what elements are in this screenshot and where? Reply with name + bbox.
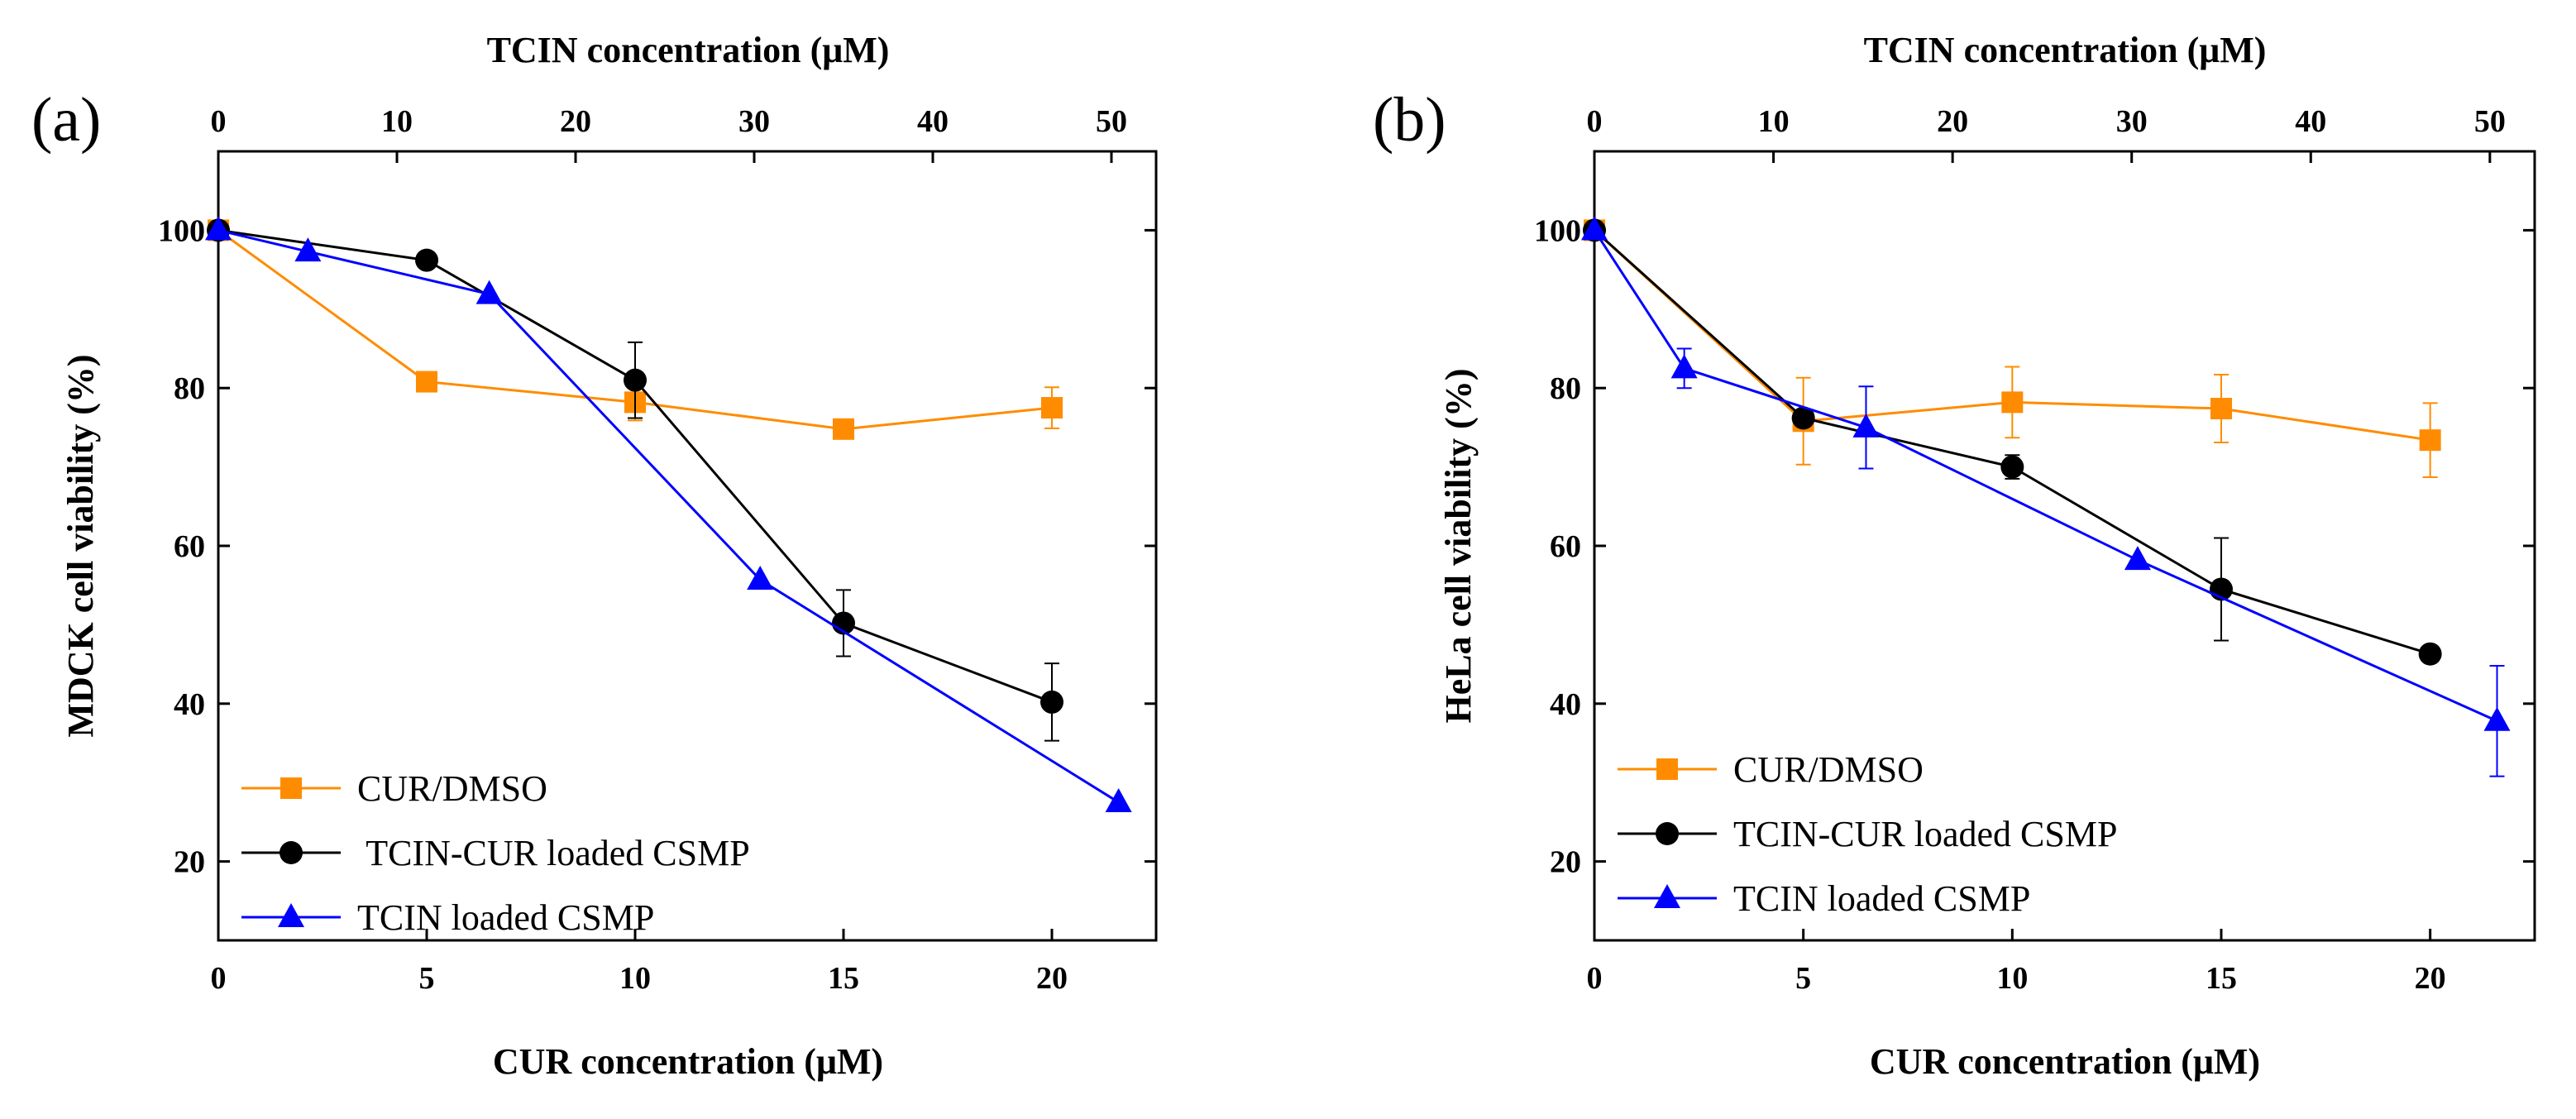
data-point [476, 280, 503, 304]
plot-area-a: 0 5 10 15 20 0 10 20 30 40 50 20 40 60 80 100 CUR/DMSO T… [158, 104, 1158, 996]
legend-item: TCIN loaded CSMP [241, 897, 654, 938]
x2-tick-label: 30 [738, 104, 770, 139]
x-tick-label: 15 [828, 961, 859, 996]
y-tick-label: 100 [158, 213, 205, 248]
legend-label: TCIN-CUR loaded CSMP [357, 833, 750, 873]
legend-item: CUR/DMSO [241, 768, 547, 809]
data-point [624, 368, 647, 392]
x-tick-label: 10 [1996, 961, 2028, 996]
panel-a: (a) TCIN concentration (μM) CUR concentr… [31, 30, 1158, 1082]
x2-tick-label: 0 [211, 104, 227, 139]
data-point [747, 566, 774, 591]
plot-area-b: 0 5 10 15 20 0 10 20 30 40 50 20 40 60 80 100 CUR/DMSO TC… [1534, 104, 2536, 996]
x-tick-label: 0 [211, 961, 227, 996]
y-axis-title-b: HeLa cell viability (%) [1438, 369, 1479, 724]
x-tick-label: 0 [1587, 961, 1603, 996]
legend-item: TCIN loaded CSMP [1618, 878, 2030, 919]
y-axis-title-a: MDCK cell viability (%) [60, 354, 101, 737]
legend-marker [280, 777, 302, 799]
panel-b: (b) TCIN concentration (μM) CUR concentr… [1373, 30, 2536, 1082]
data-point [2210, 398, 2232, 420]
series-triangle [1581, 216, 2511, 777]
y-tick-label: 100 [1534, 213, 1581, 248]
top-axis-title-b: TCIN concentration (μM) [1864, 30, 2267, 70]
x-tick-label: 10 [619, 961, 651, 996]
legend: CUR/DMSO TCIN-CUR loaded CSMP TCIN loaded… [241, 768, 750, 938]
series-line [1593, 229, 2431, 656]
series-circle [1583, 218, 2442, 666]
legend-marker [280, 841, 303, 864]
panel-label-b: (b) [1373, 85, 1446, 155]
y-tick-label: 60 [1550, 529, 1581, 564]
data-point [2418, 642, 2442, 666]
top-axis-title-a: TCIN concentration (μM) [487, 30, 890, 70]
data-point [2124, 546, 2151, 571]
data-point [294, 237, 322, 262]
series-line [1593, 229, 2498, 723]
x2-tick-label: 0 [1587, 104, 1603, 139]
x2-tick-label: 20 [560, 104, 591, 139]
series-square [1584, 219, 2441, 479]
data-point [1670, 354, 1698, 379]
series-line [217, 228, 1053, 704]
y-tick-label: 40 [174, 687, 205, 722]
data-point [2000, 455, 2024, 479]
bottom-axis-title-a: CUR concentration (μM) [493, 1041, 883, 1082]
data-point [1105, 788, 1132, 813]
legend-label: TCIN loaded CSMP [1733, 878, 2030, 919]
x2-tick-label: 40 [2295, 104, 2326, 139]
x2-tick-label: 50 [2474, 104, 2506, 139]
legend-label: TCIN-CUR loaded CSMP [1733, 814, 2117, 854]
data-point [1852, 413, 1880, 438]
data-point [2419, 429, 2441, 452]
series-circle [207, 218, 1063, 742]
data-point [416, 371, 437, 393]
plot-frame [217, 150, 1158, 942]
data-point [415, 248, 438, 272]
legend-item: TCIN-CUR loaded CSMP [241, 833, 750, 873]
x-tick-label: 20 [1036, 961, 1068, 996]
series-line [217, 228, 1120, 804]
x2-tick-label: 40 [917, 104, 949, 139]
legend-marker [1656, 758, 1678, 780]
legend-item: TCIN-CUR loaded CSMP [1618, 814, 2117, 854]
x-tick-label: 5 [1795, 961, 1811, 996]
x-tick-label: 5 [419, 961, 435, 996]
data-point [205, 216, 232, 241]
panel-label-a: (a) [31, 85, 101, 155]
legend-item: CUR/DMSO [1618, 749, 1924, 790]
legend: CUR/DMSO TCIN-CUR loaded CSMP TCIN loaded … [1618, 749, 2117, 919]
legend-label: CUR/DMSO [357, 768, 547, 809]
series-triangle [205, 216, 1132, 813]
y-tick-label: 20 [174, 845, 205, 880]
data-point [1040, 690, 1063, 714]
x2-tick-label: 50 [1096, 104, 1127, 139]
x2-tick-label: 10 [381, 104, 413, 139]
data-point [1041, 397, 1063, 419]
data-point [1581, 216, 1608, 241]
x-tick-label: 15 [2206, 961, 2237, 996]
y-tick-label: 60 [174, 529, 205, 564]
data-point [2483, 706, 2511, 731]
y-tick-label: 80 [174, 371, 205, 406]
x2-tick-label: 30 [2116, 104, 2148, 139]
legend-marker [1654, 884, 1680, 908]
x-tick-label: 20 [2415, 961, 2446, 996]
legend-label: TCIN loaded CSMP [357, 897, 654, 938]
bottom-axis-title-b: CUR concentration (μM) [1870, 1041, 2260, 1082]
data-point [2001, 391, 2024, 414]
x2-tick-label: 10 [1758, 104, 1790, 139]
y-tick-label: 40 [1550, 687, 1581, 722]
data-point [1791, 406, 1815, 430]
y-tick-label: 20 [1550, 845, 1581, 880]
x2-tick-label: 20 [1937, 104, 1968, 139]
legend-marker [278, 903, 304, 927]
legend-label: CUR/DMSO [1733, 749, 1924, 790]
y-tick-label: 80 [1550, 371, 1581, 406]
legend-marker [1656, 822, 1679, 845]
data-point [833, 418, 854, 440]
